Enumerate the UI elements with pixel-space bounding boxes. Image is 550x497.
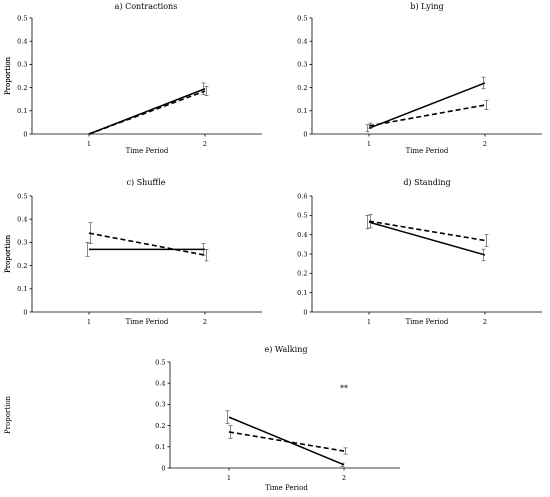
y-tick-label: 0.4 xyxy=(297,231,307,239)
y-tick-label: 0.3 xyxy=(297,61,307,69)
error-bar xyxy=(343,447,348,455)
chart-panel-standing: d) Standing 0 0.1 0.2 0.3 0.4 0.5 0.6 1 2 Time Per… xyxy=(4,178,542,326)
error-bar xyxy=(484,234,489,247)
y-tick-label: 0.3 xyxy=(297,250,307,258)
error-bar xyxy=(204,249,209,262)
y-tick-label: 0.4 xyxy=(17,38,27,46)
y-axis-title: Proportion xyxy=(4,56,12,95)
y-tick-label: 0.4 xyxy=(17,216,27,224)
y-tick-label: 0.2 xyxy=(155,422,165,430)
x-axis-title: Time Period xyxy=(126,147,169,155)
y-tick-label: 0.2 xyxy=(17,84,27,92)
error-bar xyxy=(204,86,209,97)
x-tick-label: 1 xyxy=(227,474,231,482)
series-line-dashed xyxy=(228,431,345,452)
y-tick-label: 0.2 xyxy=(297,270,307,278)
x-tick-label: 1 xyxy=(367,140,371,148)
chart-panel-shuffle: c) Shuffle 0 0.1 0.2 0.3 0.4 0.5 1 2 Time Period P… xyxy=(4,178,262,326)
series-line-dashed xyxy=(88,232,206,256)
x-axis-title: Time Period xyxy=(265,484,308,492)
chart-title: a) Contractions xyxy=(115,2,178,11)
y-axis-title: Proportion xyxy=(4,395,12,434)
error-bar xyxy=(484,100,489,110)
chart-title: b) Lying xyxy=(410,2,443,11)
series-line-solid xyxy=(368,221,486,256)
y-tick-label: 0.2 xyxy=(297,84,307,92)
x-tick-label: 1 xyxy=(87,318,91,326)
chart-title: c) Shuffle xyxy=(127,178,166,187)
y-axis-title: Proportion xyxy=(4,56,12,95)
significance-marker: ** xyxy=(340,384,348,393)
chart-panel-lying: b) Lying 0 0.1 0.2 0.3 0.4 0.5 1 2 Time Period Pro… xyxy=(4,2,542,155)
y-tick-label: 0.1 xyxy=(297,107,307,115)
x-tick-label: 1 xyxy=(87,140,91,148)
y-tick-label: 0.5 xyxy=(297,14,307,22)
y-tick-label: 0.5 xyxy=(155,358,165,366)
x-tick-label: 1 xyxy=(367,318,371,326)
y-tick-label: 0 xyxy=(303,308,307,316)
y-tick-label: 0.5 xyxy=(17,192,27,200)
y-tick-label: 0.4 xyxy=(155,380,165,388)
y-tick-label: 0.1 xyxy=(155,443,165,451)
y-axis-title: Proportion xyxy=(4,234,12,273)
y-tick-label: 0.3 xyxy=(17,239,27,247)
y-tick-label: 0 xyxy=(23,308,27,316)
y-tick-label: 0.5 xyxy=(297,212,307,220)
chart-title: d) Standing xyxy=(403,178,450,187)
y-tick-label: 0.3 xyxy=(17,61,27,69)
x-tick-label: 2 xyxy=(483,140,487,148)
y-tick-label: 0 xyxy=(303,130,307,138)
chart-panel-walking: e) Walking 0 0.1 0.2 0.3 0.4 0.5 1 2 Time Period P… xyxy=(4,345,400,492)
y-tick-label: 0.5 xyxy=(17,14,27,22)
x-axis-title: Time Period xyxy=(126,318,169,326)
error-bar xyxy=(365,124,370,133)
x-tick-label: 2 xyxy=(203,140,207,148)
x-tick-label: 2 xyxy=(203,318,207,326)
y-tick-label: 0.1 xyxy=(17,107,27,115)
y-tick-label: 0.6 xyxy=(297,192,307,200)
series-line-dashed xyxy=(368,220,486,242)
error-bar xyxy=(225,410,230,424)
chart-panel-contractions: a) Contractions 0 0.1 0.2 0.3 0.4 0.5 1 2 Time Pe… xyxy=(4,2,262,155)
y-tick-label: 0 xyxy=(161,464,165,472)
series-line-dashed xyxy=(88,90,206,135)
chart-title: e) Walking xyxy=(265,345,308,354)
error-bar xyxy=(85,242,90,257)
series-line-solid xyxy=(368,82,486,129)
x-tick-label: 2 xyxy=(483,318,487,326)
series-line-dashed xyxy=(368,104,486,127)
x-axis-title: Time Period xyxy=(406,318,449,326)
y-tick-label: 0.1 xyxy=(297,289,307,297)
error-bar xyxy=(365,214,370,230)
y-tick-label: 0.3 xyxy=(155,401,165,409)
y-tick-label: 0.1 xyxy=(17,285,27,293)
x-tick-label: 2 xyxy=(342,474,346,482)
y-tick-label: 0 xyxy=(23,130,27,138)
y-tick-label: 0.4 xyxy=(297,38,307,46)
x-axis-title: Time Period xyxy=(406,147,449,155)
y-tick-label: 0.2 xyxy=(17,262,27,270)
y-axis-title: Proportion xyxy=(4,234,12,273)
